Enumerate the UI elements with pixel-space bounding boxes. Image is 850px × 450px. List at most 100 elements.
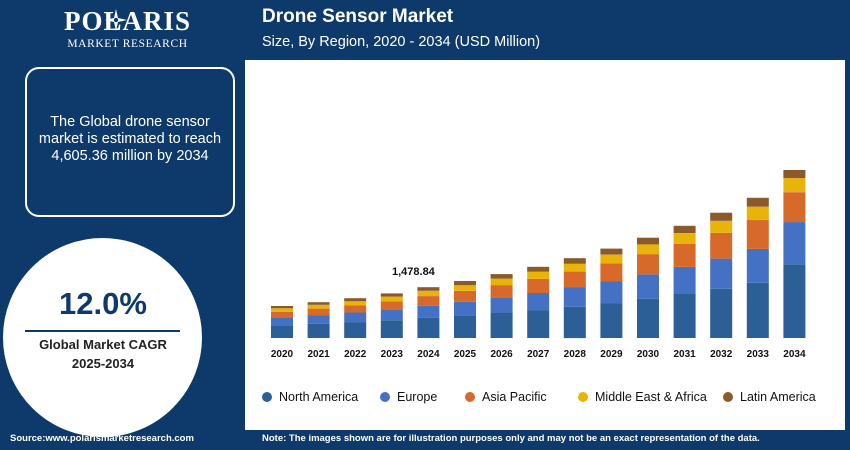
chart-subtitle: Size, By Region, 2020 - 2034 (USD Millio… (262, 34, 541, 50)
bar-2034-middle-east-africa (783, 178, 806, 193)
bar-2029-europe (600, 281, 623, 304)
bar-2023-north-america (380, 320, 403, 338)
compass-star-icon (105, 9, 127, 31)
bar-2022-north-america (344, 322, 367, 338)
legend-label: Middle East & Africa (595, 390, 707, 404)
legend-marker (380, 392, 390, 402)
bar-2029-latin-america (600, 248, 623, 255)
stacked-bar-chart: 2020 2021 2022 2023 2024 1,478.84 2025 2026 2027… (262, 170, 816, 404)
cagr-value: 12.0% (59, 286, 147, 321)
bar-2033-middle-east-africa (746, 206, 769, 221)
bar-2020-latin-america (271, 306, 293, 309)
cagr-label-line2: 2025-2034 (71, 356, 135, 371)
bar-2030-europe (637, 274, 659, 299)
bar-2031-north-america (673, 294, 696, 338)
bar-2025-middle-east-africa (454, 285, 476, 291)
bar-2024-middle-east-africa (417, 290, 440, 297)
x-tick-label: 2028 (564, 349, 587, 360)
bar-2027-latin-america (527, 266, 550, 272)
bar-2031-europe (673, 266, 696, 294)
bar-2023-europe (380, 309, 403, 321)
bar-2032-europe (710, 258, 733, 289)
x-tick-label: 2029 (600, 349, 623, 360)
bar-2021-europe (307, 315, 330, 324)
x-tick-label: 2031 (673, 349, 696, 360)
logo-name: POLARIS (63, 6, 192, 36)
bar-2030-latin-america (637, 237, 659, 245)
bar-2028-middle-east-africa (563, 263, 586, 272)
bar-2028-asia-pacific (563, 271, 586, 288)
legend-marker (262, 392, 272, 402)
x-tick-label: 2032 (710, 349, 733, 360)
bar-2021-asia-pacific (307, 308, 330, 316)
bar-2032-north-america (710, 288, 733, 338)
bar-2027-europe (527, 292, 550, 311)
x-tick-label: 2033 (747, 349, 770, 360)
bar-2023-asia-pacific (380, 301, 403, 310)
x-tick-label: 2020 (271, 349, 294, 360)
bar-2025-latin-america (454, 281, 476, 286)
bar-2020-asia-pacific (271, 311, 293, 318)
footer-source: Source:www.polarismarketresearch.com (10, 433, 194, 444)
bar-2026-north-america (490, 313, 513, 338)
x-tick-label: 2034 (783, 349, 806, 360)
bar-2022-asia-pacific (344, 305, 367, 313)
x-tick-label: 2021 (307, 349, 330, 360)
bar-2027-north-america (527, 310, 550, 338)
bar-2021-middle-east-africa (307, 304, 330, 309)
bar-2026-europe (490, 297, 513, 313)
data-label-2024: 1,478.84 (392, 266, 436, 278)
bar-2031-middle-east-africa (673, 233, 696, 244)
bar-2034-latin-america (783, 170, 806, 179)
bar-2022-europe (344, 312, 367, 323)
cagr-label-line1: Global Market CAGR (39, 337, 167, 352)
x-tick-label: 2023 (381, 349, 404, 360)
bar-2021-north-america (307, 323, 330, 338)
x-tick-label: 2024 (417, 349, 440, 360)
bar-2020-north-america (271, 325, 293, 338)
cagr-divider (25, 330, 180, 332)
legend-label: Asia Pacific (482, 390, 547, 404)
bar-2023-middle-east-africa (380, 296, 403, 302)
legend-label: Latin America (740, 390, 816, 404)
bar-2029-north-america (600, 303, 623, 338)
bar-2033-north-america (746, 282, 769, 338)
logo-subtitle: MARKET RESEARCH (67, 38, 188, 50)
bar-2032-asia-pacific (710, 232, 733, 259)
bar-2030-middle-east-africa (637, 244, 659, 255)
bar-2033-asia-pacific (746, 220, 769, 249)
x-tick-label: 2027 (527, 349, 550, 360)
bar-2022-middle-east-africa (344, 301, 367, 306)
footer-note: Note: The images shown are for illustrat… (262, 433, 760, 444)
bar-2026-latin-america (490, 274, 513, 279)
bar-2030-north-america (637, 298, 659, 338)
bar-2028-latin-america (563, 258, 586, 264)
bar-2025-asia-pacific (454, 290, 476, 302)
bar-2028-north-america (563, 306, 586, 339)
chart-title: Drone Sensor Market (262, 6, 454, 27)
legend-label: North America (279, 390, 358, 404)
x-tick-label: 2025 (454, 349, 477, 360)
legend-marker (465, 392, 475, 402)
bar-2024-asia-pacific (417, 296, 440, 306)
bar-2024-latin-america (417, 287, 440, 291)
bar-2024-north-america (417, 317, 440, 338)
bar-2020-europe (271, 317, 293, 326)
bar-2030-asia-pacific (637, 254, 659, 275)
bar-2031-latin-america (673, 225, 696, 234)
estimate-text: The Global drone sensor market is estima… (38, 113, 222, 164)
bar-2034-asia-pacific (783, 192, 806, 223)
x-tick-label: 2026 (490, 349, 513, 360)
bar-2028-europe (563, 287, 586, 307)
left-panel: POLARIS MARKET RESEARCH The Global drone… (0, 0, 245, 450)
legend-label: Europe (397, 390, 437, 404)
bar-2025-europe (454, 301, 476, 316)
bar-2033-latin-america (746, 197, 769, 207)
bar-2027-asia-pacific (527, 278, 550, 293)
bar-2026-asia-pacific (490, 285, 513, 298)
x-tick-label: 2030 (637, 349, 660, 360)
bar-2031-asia-pacific (673, 244, 696, 267)
cagr-label: Global Market CAGR 2025-2034 (3, 335, 203, 373)
bar-2022-latin-america (344, 298, 367, 302)
